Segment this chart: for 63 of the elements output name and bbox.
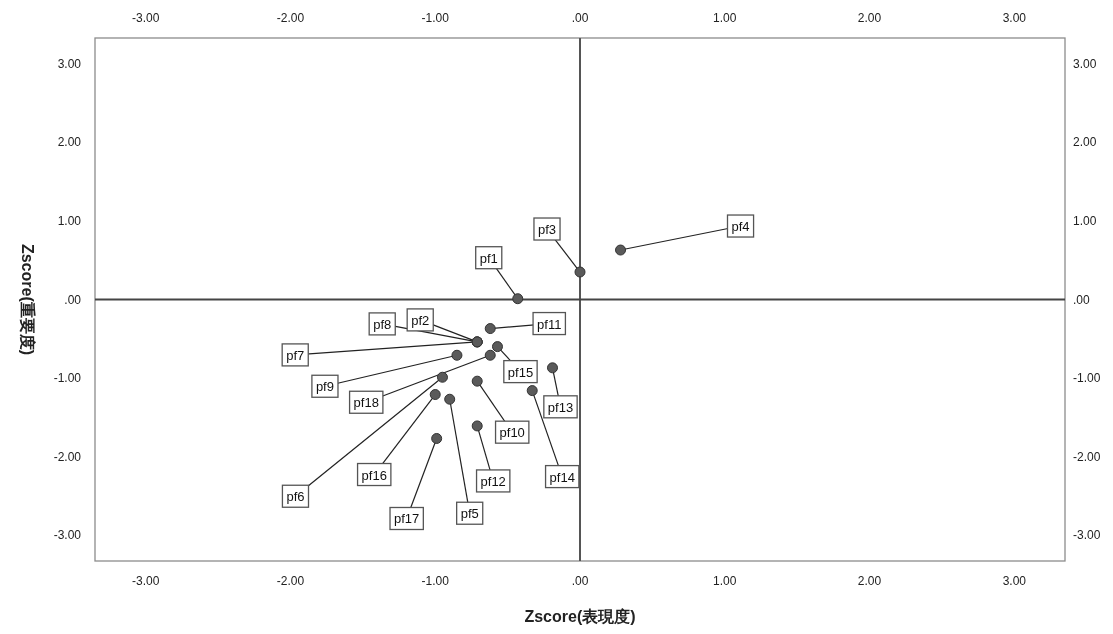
annotation: pf11: [537, 316, 562, 332]
x-tick-label: -1.00: [421, 574, 450, 588]
point: [484, 349, 496, 361]
y2-tick-label: -3.00: [1073, 528, 1101, 543]
x2-tick-label: -3.00: [131, 11, 160, 25]
y2-tick-label: -1.00: [1073, 371, 1101, 386]
x-tick-label: -2.00: [276, 574, 305, 588]
y-tick-label: 3.00: [57, 56, 82, 71]
point: [444, 393, 456, 405]
x-tick-label: 1.00: [713, 574, 737, 588]
y-tick-label: -1.00: [53, 371, 82, 386]
annotation: pf7: [286, 347, 305, 363]
point: [429, 389, 441, 401]
annotation: pf15: [507, 364, 534, 380]
x-tick-label: 3.00: [1002, 574, 1027, 588]
x2-tick-label: 1.00: [713, 11, 737, 25]
annotation: pf5: [460, 506, 479, 522]
annotation: pf3: [537, 222, 557, 238]
annotation: pf10: [499, 425, 525, 441]
annotation: pf2: [411, 312, 430, 328]
point: [484, 323, 496, 335]
x2-tick-label: .00: [571, 11, 589, 25]
x2-tick-label: -1.00: [421, 11, 450, 25]
point: [526, 385, 538, 397]
y-tick-label: -2.00: [53, 449, 82, 464]
y2-tick-label: .00: [1073, 292, 1091, 307]
point: [431, 433, 443, 444]
x-axis-title: Zscore(表現度): [524, 607, 636, 625]
point: [574, 266, 586, 278]
point: [615, 244, 627, 256]
point: [546, 362, 558, 374]
y-tick-label: 1.00: [57, 213, 82, 228]
x-tick-label: 2.00: [857, 574, 882, 588]
annotation: pf1: [479, 250, 498, 266]
annotation: pf6: [286, 489, 305, 505]
y2-tick-label: 1.00: [1073, 213, 1097, 228]
annotation: pf8: [373, 316, 392, 332]
annotation: pf4: [731, 219, 750, 235]
annotation: pf16: [361, 467, 387, 483]
annotation: pf18: [353, 395, 379, 411]
point: [471, 375, 483, 387]
y2-tick-label: 2.00: [1073, 135, 1097, 150]
point: [512, 293, 524, 305]
y2-tick-label: -2.00: [1073, 449, 1101, 464]
y-tick-label: .00: [64, 292, 82, 307]
annotation: pf13: [547, 399, 574, 415]
x2-tick-label: 2.00: [857, 11, 882, 25]
y-tick-label: 2.00: [57, 135, 82, 150]
annotation: pf12: [480, 473, 506, 489]
x-tick-label: .00: [571, 574, 589, 588]
x2-tick-label: 3.00: [1002, 11, 1027, 25]
point: [451, 349, 463, 361]
annotation: pf9: [315, 379, 334, 395]
y-axis-title: Zscore(重要度): [19, 243, 37, 356]
annotation: pf17: [394, 511, 420, 527]
x2-tick-label: -2.00: [276, 11, 305, 25]
y-tick-label: -3.00: [53, 528, 82, 543]
point: [491, 341, 503, 353]
x-tick-label: -3.00: [131, 574, 160, 588]
point: [436, 371, 448, 383]
point: [471, 420, 483, 432]
y2-tick-label: 3.00: [1073, 56, 1097, 71]
annotation: pf14: [549, 469, 575, 485]
